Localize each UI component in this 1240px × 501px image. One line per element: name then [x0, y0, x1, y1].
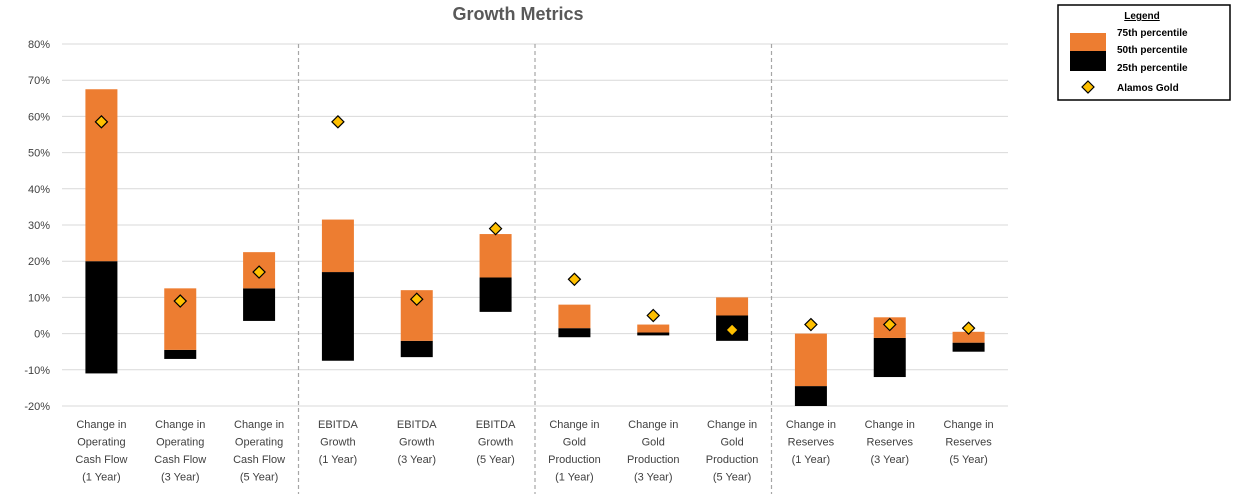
bar-50-75 [952, 331, 985, 343]
x-category-label: EBITDA Growth (5 Year) [476, 419, 516, 466]
legend-title: Legend [1124, 11, 1160, 22]
legend: Legend 75th percentile 50th percentile 25t… [1057, 4, 1231, 101]
legend-items: 75th percentile 50th percentile 25th perce… [1070, 28, 1188, 94]
bar-25-50 [321, 272, 354, 361]
bar-25-50 [637, 332, 670, 336]
bar-25-50 [400, 340, 433, 358]
alamos-gold-marker [646, 308, 661, 323]
markers [94, 114, 976, 337]
bar-25-50 [85, 261, 118, 374]
legend-label: 50th percentile [1117, 45, 1188, 56]
x-category-label: Change in Gold Production (3 Year) [627, 419, 680, 484]
bar-50-75 [637, 324, 670, 333]
y-tick-label: 70% [28, 75, 50, 87]
bar-25-50 [794, 386, 827, 406]
bar-25-50 [952, 342, 985, 352]
bar-25-50 [873, 337, 906, 378]
x-category-label: Change in Gold Production (1 Year) [548, 419, 601, 484]
legend-label: Alamos Gold [1117, 83, 1179, 94]
alamos-gold-marker [961, 321, 976, 336]
alamos-gold-marker [331, 114, 345, 129]
bar-25-50 [164, 349, 197, 359]
alamos-gold-marker [409, 292, 424, 307]
x-category-label: EBITDA Growth (3 Year) [397, 419, 437, 466]
x-category-label: Change in Operating Cash Flow (5 Year) [233, 419, 285, 484]
legend-swatch-orange [1070, 33, 1106, 51]
alamos-gold-marker [94, 114, 109, 129]
y-tick-label: 40% [28, 184, 50, 196]
bar-25-50 [243, 288, 276, 321]
gridlines [62, 43, 1008, 407]
y-tick-label: -20% [24, 401, 50, 413]
group-separators [297, 44, 773, 494]
y-tick-label: 60% [28, 111, 50, 123]
x-category-label: Change in Operating Cash Flow (3 Year) [154, 419, 206, 484]
y-tick-label: 80% [28, 39, 50, 51]
y-tick-label: 50% [28, 148, 50, 160]
legend-label: 25th percentile [1117, 63, 1188, 74]
legend-label: 75th percentile [1117, 28, 1188, 39]
bar-50-75 [794, 333, 827, 387]
legend-swatch-black [1070, 51, 1106, 71]
bar-50-75 [716, 297, 749, 316]
y-tick-label: 10% [28, 292, 50, 304]
alamos-gold-marker [488, 221, 503, 236]
bar-25-50 [479, 277, 512, 312]
y-tick-label: 20% [28, 256, 50, 268]
alamos-gold-marker [567, 272, 582, 287]
alamos-gold-marker [252, 265, 266, 279]
bar-50-75 [479, 234, 512, 278]
y-tick-label: -10% [24, 365, 50, 377]
bar-50-75 [558, 304, 591, 329]
chart-title: Growth Metrics [452, 4, 583, 24]
alamos-gold-marker [173, 294, 188, 308]
x-category-label: Change in Reserves (5 Year) [944, 419, 994, 466]
y-tick-label: 0% [34, 329, 50, 341]
y-axis-ticks: -20% -10% 0% 10% 20% 30% 40% 50% 60% 70% 80% [24, 39, 50, 413]
legend-swatch-diamond [1081, 80, 1095, 94]
bar-50-75 [321, 219, 354, 273]
x-category-label: Change in Gold Production (5 Year) [706, 419, 759, 484]
x-axis-categories: Change in Operating Cash Flow (1 Year) Chang… [75, 419, 993, 484]
bar-25-50 [558, 328, 591, 338]
alamos-gold-marker [725, 323, 739, 337]
alamos-gold-marker [882, 317, 897, 332]
x-category-label: Change in Reserves (1 Year) [786, 419, 836, 466]
y-tick-label: 30% [28, 220, 50, 232]
x-category-label: Change in Reserves (3 Year) [865, 419, 915, 466]
alamos-gold-marker [804, 317, 818, 332]
x-category-label: Change in Operating Cash Flow (1 Year) [75, 419, 127, 484]
x-category-label: EBITDA Growth (1 Year) [318, 419, 358, 466]
